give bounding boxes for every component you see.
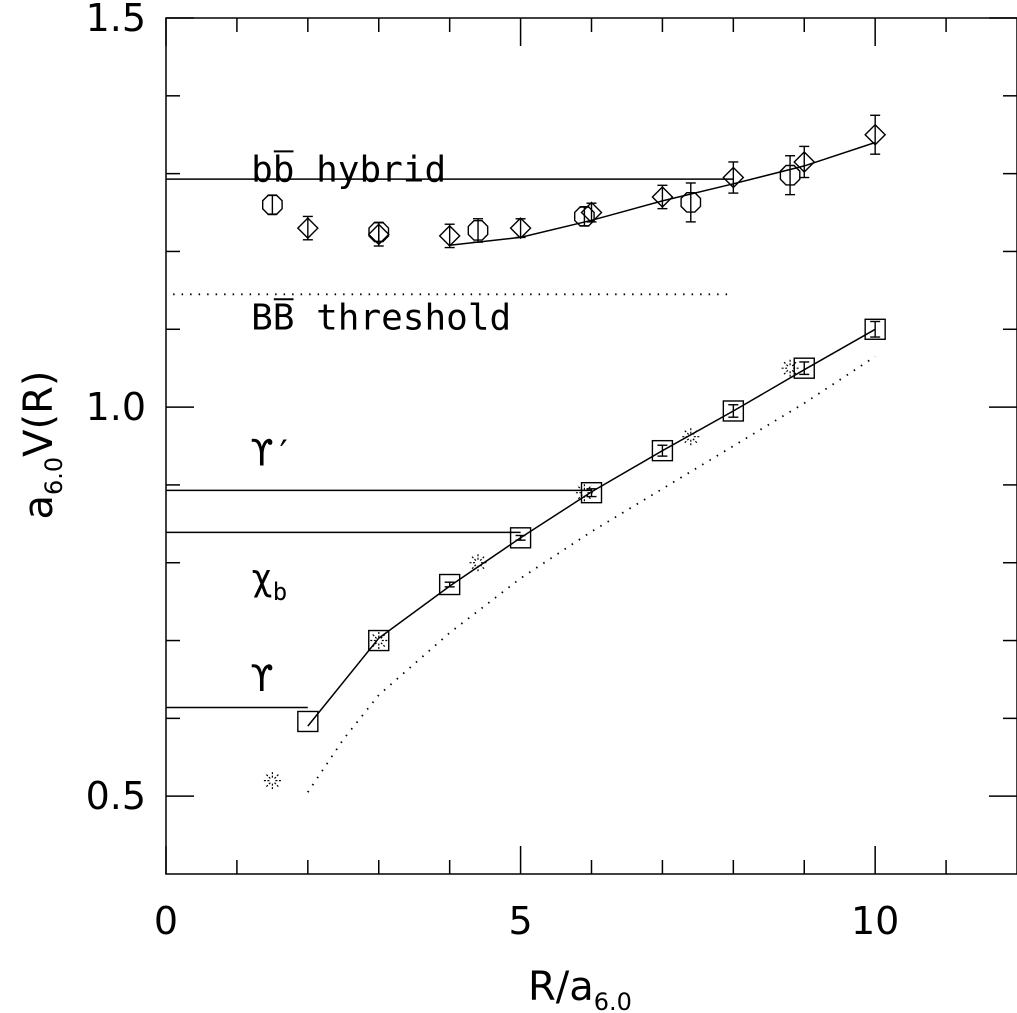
data-point-star bbox=[368, 630, 389, 651]
reference-lines bbox=[166, 178, 734, 709]
data-point-square bbox=[297, 710, 319, 733]
fit-curves bbox=[307, 141, 876, 793]
data-point-octagon bbox=[574, 205, 595, 227]
star-marker bbox=[468, 552, 488, 573]
y-tick-label: 1.5 bbox=[86, 0, 146, 40]
y-tick-label: 1.0 bbox=[86, 385, 146, 429]
square-marker bbox=[297, 710, 319, 733]
annotation-chi-b: χb bbox=[251, 558, 287, 606]
data-point-diamond bbox=[864, 114, 887, 155]
x-tick-label: 0 bbox=[154, 899, 178, 943]
ground-fit-dotted bbox=[307, 355, 876, 793]
star-marker bbox=[680, 426, 701, 447]
data-point-star bbox=[680, 426, 701, 447]
level-annotations: bb hybrid BB threshold ϒ′ χb ϒ bbox=[251, 149, 511, 700]
data-point-diamond bbox=[651, 184, 674, 210]
data-points bbox=[262, 114, 887, 791]
ground-fit bbox=[307, 328, 876, 727]
square-marker bbox=[368, 629, 390, 652]
y-axis-title: a6.0V(R) bbox=[16, 370, 68, 519]
x-axis-title: R/a6.0 bbox=[528, 964, 632, 1013]
annotation-upsilon-prime: ϒ′ bbox=[251, 433, 294, 474]
data-point-octagon bbox=[262, 194, 283, 216]
square-marker bbox=[438, 573, 461, 596]
octagon-marker bbox=[779, 164, 801, 186]
octagon-marker bbox=[467, 219, 489, 241]
data-point-octagon bbox=[779, 155, 801, 196]
data-point-square bbox=[864, 318, 886, 340]
star-marker bbox=[368, 630, 389, 651]
data-point-square bbox=[722, 400, 745, 422]
data-point-square bbox=[509, 527, 532, 549]
data-point-diamond bbox=[296, 215, 319, 241]
data-point-star bbox=[574, 482, 595, 503]
square-marker bbox=[509, 527, 532, 549]
axis-ticks bbox=[165, 17, 1017, 874]
square-marker bbox=[580, 481, 603, 504]
data-point-diamond bbox=[438, 223, 461, 249]
data-point-octagon bbox=[680, 182, 702, 223]
annotation-upsilon: ϒ bbox=[251, 659, 273, 700]
data-point-star bbox=[780, 358, 801, 379]
annotation-threshold: BB threshold bbox=[251, 297, 511, 338]
data-point-square bbox=[368, 629, 390, 652]
octagon-marker bbox=[680, 191, 702, 213]
star-marker bbox=[574, 482, 595, 503]
data-point-diamond bbox=[509, 217, 532, 240]
data-point-octagon bbox=[368, 221, 390, 243]
data-point-octagon bbox=[467, 218, 489, 243]
star-marker bbox=[262, 770, 283, 791]
annotation-subscript: b bbox=[273, 578, 287, 606]
data-point-square bbox=[651, 439, 674, 462]
data-point-square bbox=[580, 481, 603, 504]
data-point-diamond bbox=[722, 161, 745, 194]
square-marker bbox=[722, 400, 745, 422]
data-point-square bbox=[438, 573, 461, 596]
axis-tick-labels: 0 5 10 0.5 1.0 1.5 bbox=[86, 0, 900, 943]
data-point-star bbox=[468, 552, 488, 573]
x-tick-label: 10 bbox=[851, 899, 899, 943]
square-marker bbox=[864, 318, 886, 340]
y-tick-label: 0.5 bbox=[86, 774, 146, 818]
annotation-hybrid: bb hybrid bbox=[251, 149, 446, 190]
data-point-star bbox=[262, 770, 283, 791]
data-point-square bbox=[793, 357, 815, 379]
square-marker bbox=[651, 439, 674, 462]
x-tick-label: 5 bbox=[508, 899, 532, 943]
star-marker bbox=[780, 358, 801, 379]
data-point-diamond bbox=[793, 145, 816, 179]
